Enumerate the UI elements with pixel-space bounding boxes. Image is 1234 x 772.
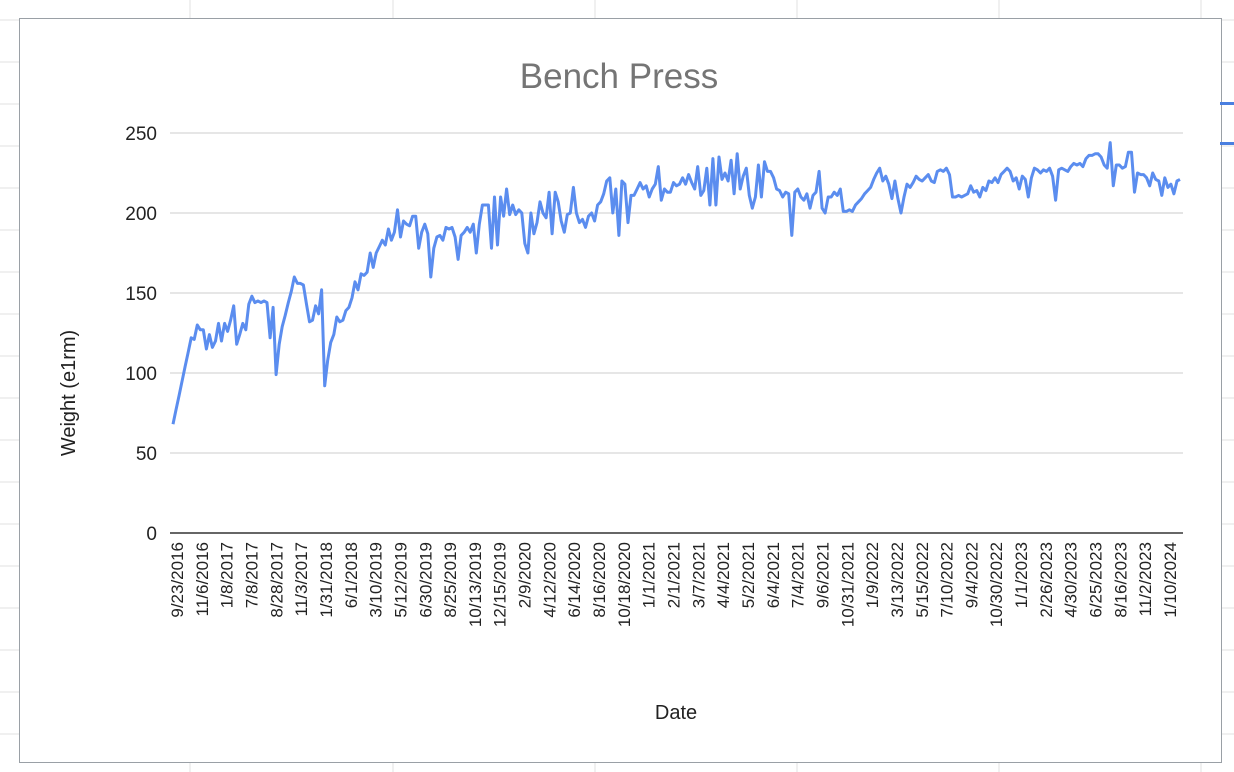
- x-tick-label: 2/26/2023: [1037, 542, 1056, 618]
- x-tick-label: 3/13/2022: [888, 542, 907, 618]
- y-tick-labels: 0 50 100 150 200 250: [125, 124, 157, 545]
- x-tick-label: 9/4/2022: [962, 542, 981, 608]
- x-tick-label: 2/9/2020: [516, 542, 535, 608]
- x-tick-label: 8/25/2019: [441, 542, 460, 618]
- x-tick-label: 1/1/2021: [640, 542, 659, 608]
- x-tick-label: 10/13/2019: [466, 542, 485, 627]
- y-tick-label: 0: [146, 524, 157, 545]
- x-tick-label: 3/7/2021: [689, 542, 708, 608]
- x-axis-label: Date: [655, 702, 697, 724]
- x-tick-label: 10/31/2021: [838, 542, 857, 627]
- chart-container[interactable]: [19, 18, 1222, 763]
- legend-marker: [1220, 102, 1234, 105]
- x-tick-label: 1/31/2018: [317, 542, 336, 618]
- y-gridlines: [170, 132, 1183, 454]
- x-tick-label: 2/1/2021: [665, 542, 684, 608]
- x-tick-label: 9/6/2021: [814, 542, 833, 608]
- x-tick-label: 4/30/2023: [1062, 542, 1081, 618]
- x-tick-label: 11/2/2023: [1136, 542, 1155, 616]
- x-tick-label: 1/10/2024: [1161, 542, 1180, 618]
- x-tick-label: 11/6/2016: [193, 542, 212, 616]
- x-tick-label: 1/9/2022: [863, 542, 882, 608]
- x-tick-label: 10/18/2020: [615, 542, 634, 627]
- x-tick-label: 6/4/2021: [764, 542, 783, 608]
- x-tick-label: 1/1/2023: [1012, 542, 1031, 608]
- x-tick-label: 6/30/2019: [416, 542, 435, 618]
- x-tick-label: 7/8/2017: [243, 542, 262, 608]
- x-tick-labels: 9/23/2016 11/6/2016 1/8/2017 7/8/2017 8/28/2…: [168, 542, 1180, 627]
- x-tick-label: 4/4/2021: [714, 542, 733, 608]
- x-tick-label: 4/12/2020: [540, 542, 559, 618]
- x-tick-label: 8/28/2017: [267, 542, 286, 618]
- x-tick-label: 3/10/2019: [367, 542, 386, 618]
- y-tick-label: 100: [125, 364, 157, 385]
- x-tick-label: 9/23/2016: [168, 542, 187, 618]
- x-tick-label: 8/16/2023: [1111, 542, 1130, 618]
- x-tick-label: 7/4/2021: [789, 542, 808, 608]
- x-tick-label: 6/25/2023: [1087, 542, 1106, 618]
- x-tick-label: 11/3/2017: [292, 542, 311, 616]
- legend-marker: [1220, 142, 1234, 145]
- series-line: [171, 141, 1181, 425]
- y-axis-label: Weight (e1rm): [58, 330, 80, 456]
- chart-title: Bench Press: [520, 57, 718, 96]
- x-tick-label: 5/12/2019: [391, 542, 410, 618]
- y-tick-label: 150: [125, 284, 157, 305]
- x-tick-label: 7/10/2022: [938, 542, 957, 618]
- x-tick-label: 5/2/2021: [739, 542, 758, 608]
- y-tick-label: 50: [136, 444, 157, 465]
- x-tick-label: 8/16/2020: [590, 542, 609, 618]
- x-tick-label: 10/30/2022: [987, 542, 1006, 627]
- x-tick-label: 1/8/2017: [218, 542, 237, 608]
- x-tick-label: 6/14/2020: [565, 542, 584, 618]
- x-tick-label: 12/15/2019: [491, 542, 510, 627]
- y-tick-label: 200: [125, 204, 157, 225]
- x-tick-label: 5/15/2022: [913, 542, 932, 618]
- x-tick-label: 6/1/2018: [342, 542, 361, 608]
- y-tick-label: 250: [125, 124, 157, 145]
